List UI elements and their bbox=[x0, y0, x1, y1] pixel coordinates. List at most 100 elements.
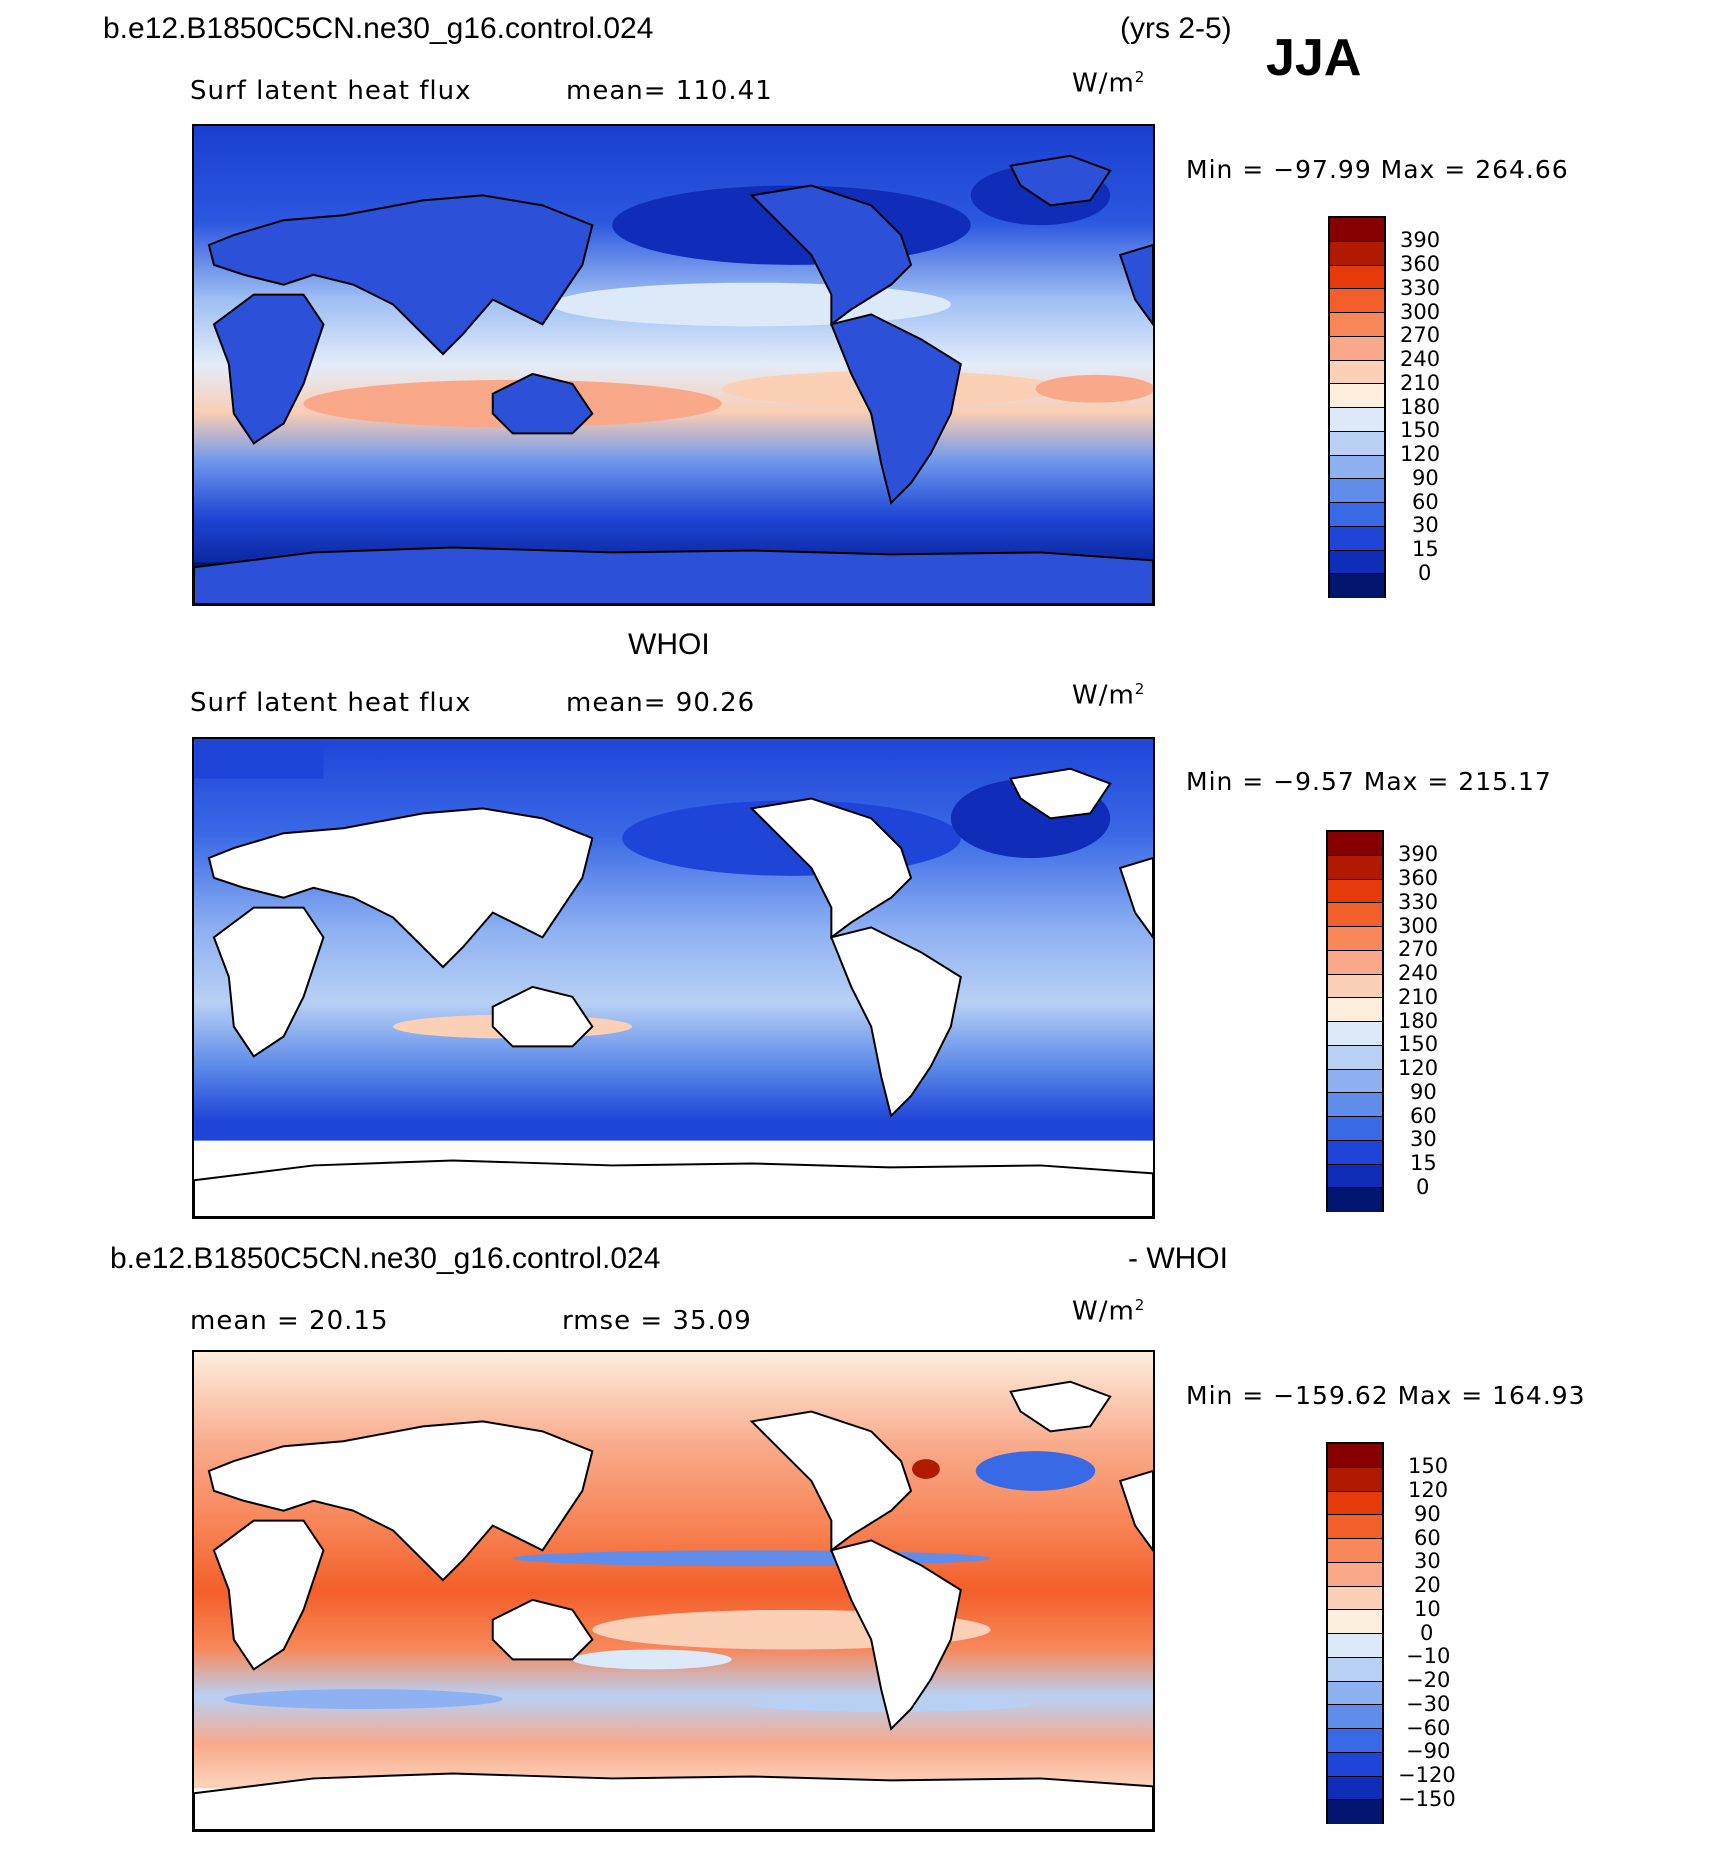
panel1-tick: 300 bbox=[1400, 300, 1441, 324]
panel1-tick: 240 bbox=[1400, 347, 1441, 371]
panel1-color-level bbox=[1330, 503, 1384, 527]
panel3-color-level bbox=[1328, 1562, 1382, 1587]
panel1-color-level bbox=[1330, 313, 1384, 337]
panel2-color-level bbox=[1328, 1045, 1382, 1070]
panel1-color-level bbox=[1330, 455, 1384, 480]
panel3-color-level bbox=[1328, 1752, 1382, 1777]
panel1-tick: 210 bbox=[1400, 371, 1441, 395]
panel3-tick: 20 bbox=[1414, 1573, 1441, 1597]
panel2-color-level bbox=[1328, 1188, 1382, 1212]
panel2-color-level bbox=[1328, 832, 1382, 856]
panel1-tick: 330 bbox=[1400, 276, 1441, 300]
panel3-title-suffix: - WHOI bbox=[1128, 1242, 1228, 1275]
panel2-map bbox=[192, 737, 1155, 1219]
panel2-tick: 210 bbox=[1398, 985, 1439, 1009]
panel3-tick: −120 bbox=[1398, 1763, 1456, 1787]
panel2-tick: 60 bbox=[1410, 1104, 1437, 1128]
panel2-tick: 360 bbox=[1398, 866, 1439, 890]
panel3-tick: 90 bbox=[1414, 1502, 1441, 1526]
panel1-tick: 30 bbox=[1412, 513, 1439, 537]
panel1-tick: 180 bbox=[1400, 395, 1441, 419]
panel1-color-level bbox=[1330, 384, 1384, 408]
panel3-color-level bbox=[1328, 1681, 1382, 1706]
panel1-variable: Surf latent heat flux bbox=[190, 76, 472, 106]
panel2-color-level bbox=[1328, 950, 1382, 975]
panel3-color-level bbox=[1328, 1515, 1382, 1539]
panel1-tick: 60 bbox=[1412, 490, 1439, 514]
panel3-color-level bbox=[1328, 1634, 1382, 1658]
panel2-minmax: Min = −9.57 Max = 215.17 bbox=[1186, 767, 1552, 796]
panel2-colorbar bbox=[1326, 830, 1384, 1212]
panel3-color-level bbox=[1328, 1776, 1382, 1801]
panel3-rmse: rmse = 35.09 bbox=[562, 1306, 752, 1336]
panel2-tick: 300 bbox=[1398, 914, 1439, 938]
panel3-color-level bbox=[1328, 1491, 1382, 1516]
panel1-tick: 15 bbox=[1412, 537, 1439, 561]
panel1-color-level bbox=[1330, 360, 1384, 385]
panel1-color-level bbox=[1330, 550, 1384, 575]
panel1-color-level bbox=[1330, 574, 1384, 598]
panel1-map bbox=[192, 124, 1155, 606]
panel3-minmax: Min = −159.62 Max = 164.93 bbox=[1186, 1381, 1586, 1410]
panel2-color-level bbox=[1328, 1164, 1382, 1189]
panel3-color-level bbox=[1328, 1657, 1382, 1682]
panel1-tick: 0 bbox=[1418, 561, 1432, 585]
panel1-tick: 120 bbox=[1400, 442, 1441, 466]
panel1-units: W/m2 bbox=[1072, 68, 1146, 99]
panel1-color-level bbox=[1330, 336, 1384, 361]
panel2-tick: 390 bbox=[1398, 842, 1439, 866]
panel3-colorbar bbox=[1326, 1442, 1384, 1824]
panel2-tick: 240 bbox=[1398, 961, 1439, 985]
panel3-mean: mean = 20.15 bbox=[190, 1306, 389, 1336]
panel1-colorbar bbox=[1328, 216, 1386, 598]
panel2-title: WHOI bbox=[628, 628, 710, 661]
panel1-tick: 150 bbox=[1400, 418, 1441, 442]
panel2-tick: 0 bbox=[1416, 1175, 1430, 1199]
panel1-tick: 360 bbox=[1400, 252, 1441, 276]
panel2-color-level bbox=[1328, 1022, 1382, 1046]
panel3-tick: −20 bbox=[1406, 1668, 1451, 1692]
panel2-tick: 90 bbox=[1410, 1080, 1437, 1104]
panel2-units: W/m2 bbox=[1072, 680, 1146, 711]
panel2-color-level bbox=[1328, 1069, 1382, 1094]
panel1-color-level bbox=[1330, 408, 1384, 432]
panel1-color-level bbox=[1330, 526, 1384, 551]
panel3-title: b.e12.B1850C5CN.ne30_g16.control.024 bbox=[110, 1242, 661, 1275]
panel3-color-level bbox=[1328, 1610, 1382, 1634]
panel3-tick: 150 bbox=[1408, 1454, 1449, 1478]
panel3-tick: −60 bbox=[1406, 1716, 1451, 1740]
panel2-color-level bbox=[1328, 998, 1382, 1022]
panel1-color-level bbox=[1330, 431, 1384, 456]
panel2-color-level bbox=[1328, 879, 1382, 904]
panel3-color-level bbox=[1328, 1539, 1382, 1563]
panel3-color-level bbox=[1328, 1444, 1382, 1468]
panel2-color-level bbox=[1328, 1093, 1382, 1117]
panel2-tick: 330 bbox=[1398, 890, 1439, 914]
panel1-tick: 90 bbox=[1412, 466, 1439, 490]
panel3-color-level bbox=[1328, 1467, 1382, 1492]
panel2-tick: 180 bbox=[1398, 1009, 1439, 1033]
season-label: JJA bbox=[1266, 29, 1362, 87]
panel1-tick: 390 bbox=[1400, 228, 1441, 252]
panel2-color-level bbox=[1328, 1117, 1382, 1141]
panel2-color-level bbox=[1328, 903, 1382, 927]
panel3-color-level bbox=[1328, 1729, 1382, 1753]
panel3-units: W/m2 bbox=[1072, 1296, 1146, 1327]
panel3-tick: −150 bbox=[1398, 1787, 1456, 1811]
panel3-tick: −30 bbox=[1406, 1692, 1451, 1716]
panel3-color-level bbox=[1328, 1800, 1382, 1824]
panel2-tick: 30 bbox=[1410, 1127, 1437, 1151]
panel3-map bbox=[192, 1350, 1155, 1832]
panel3-tick: −90 bbox=[1406, 1739, 1451, 1763]
panel2-variable: Surf latent heat flux bbox=[190, 688, 472, 718]
panel2-tick: 15 bbox=[1410, 1151, 1437, 1175]
panel3-tick: 60 bbox=[1414, 1526, 1441, 1550]
panel2-color-level bbox=[1328, 974, 1382, 999]
years-label: (yrs 2-5) bbox=[1120, 12, 1232, 45]
panel3-tick: 0 bbox=[1420, 1621, 1434, 1645]
panel3-color-level bbox=[1328, 1705, 1382, 1729]
panel1-mean: mean= 110.41 bbox=[566, 76, 773, 106]
panel2-mean: mean= 90.26 bbox=[566, 688, 756, 718]
panel3-tick: 120 bbox=[1408, 1478, 1449, 1502]
panel2-tick: 270 bbox=[1398, 937, 1439, 961]
